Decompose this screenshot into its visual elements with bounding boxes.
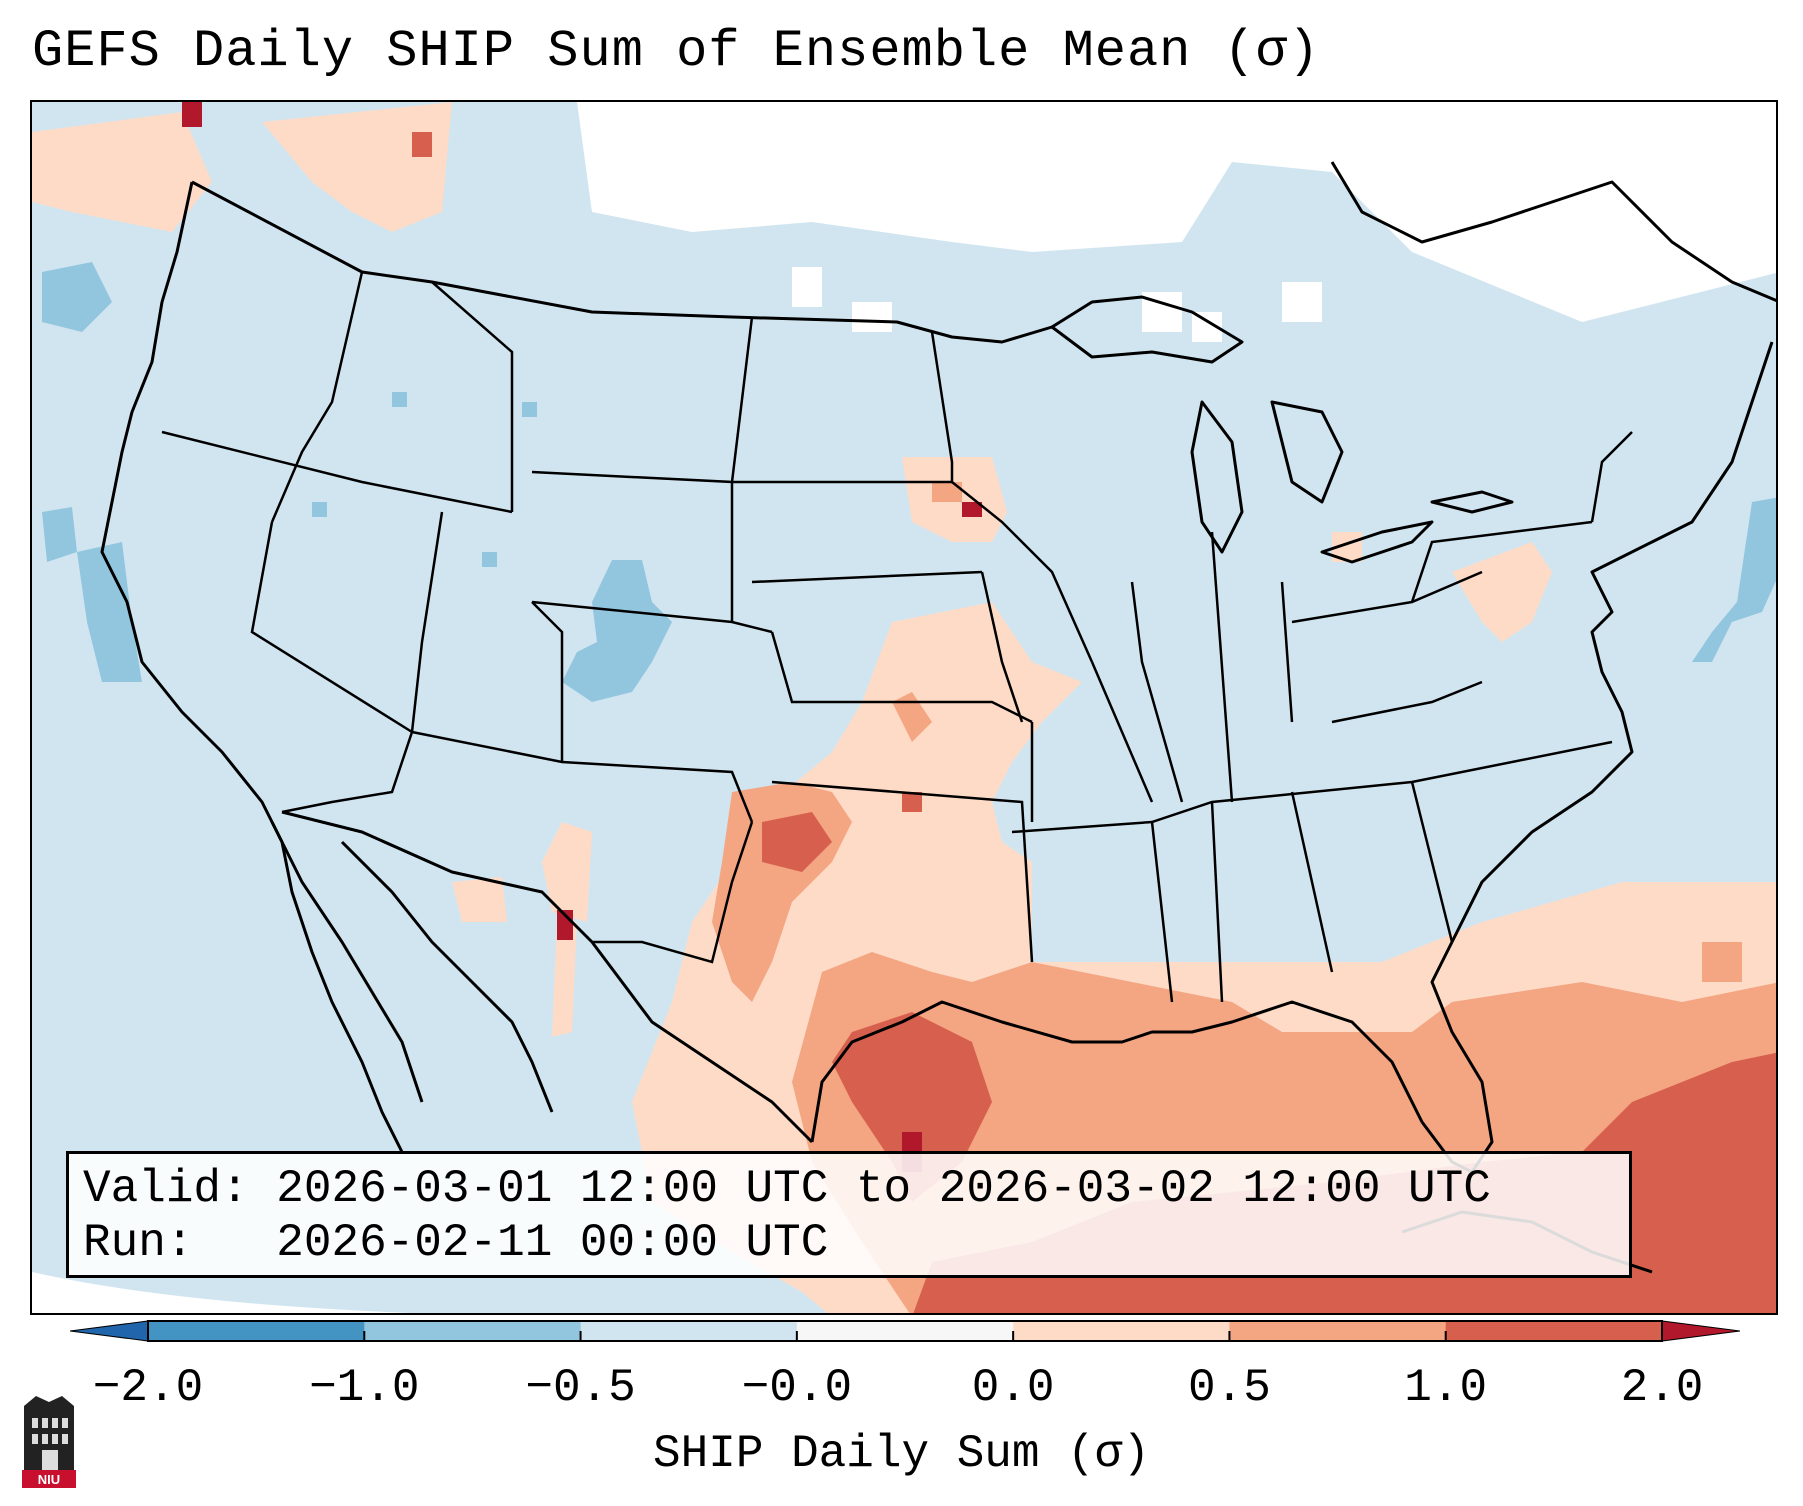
map-canvas — [32, 102, 1776, 1313]
niu-building-icon: NIU — [22, 1396, 76, 1488]
pacific-coastline — [100, 181, 404, 1153]
lake-ontario — [1430, 490, 1514, 514]
colorbar-label: SHIP Daily Sum (σ) — [653, 1428, 1150, 1480]
colorbar-bin — [580, 1321, 798, 1341]
colorbar-tick-label: 0.5 — [1188, 1362, 1271, 1414]
no-data-north-region — [577, 102, 1776, 322]
colorbar-extend-low — [70, 1320, 149, 1342]
colorbar-bins — [148, 1321, 1663, 1341]
colorbar-tick-label: −1.0 — [309, 1362, 420, 1414]
colorbar-bin — [796, 1321, 1014, 1341]
colorbar-tick-label: −2.0 — [92, 1362, 204, 1414]
valid-time: 2026-03-01 12:00 UTC to 2026-03-02 12:00… — [276, 1163, 1491, 1215]
gulf-coastline — [810, 1000, 1424, 1143]
colorbar-tick-label: 1.0 — [1404, 1362, 1488, 1414]
colorbar-bin — [1229, 1321, 1447, 1341]
lake-michigan — [1190, 400, 1244, 554]
atlantic-coastline — [1450, 341, 1774, 943]
run-label: Run: — [83, 1217, 194, 1269]
lake-erie — [1320, 520, 1434, 564]
colorbar-extend-high — [1661, 1320, 1740, 1342]
negative-anomaly-patches — [42, 262, 1776, 702]
colorbar — [70, 1320, 1740, 1342]
run-time: 2026-02-11 00:00 UTC — [276, 1217, 829, 1269]
colorbar-tick-label: 2.0 — [1620, 1362, 1704, 1414]
colorbar-bin — [148, 1321, 365, 1341]
north-patches — [792, 267, 1322, 342]
valid-label: Valid: — [83, 1163, 249, 1215]
projection-edge-region — [32, 1272, 412, 1313]
state-borders — [161, 271, 1633, 1003]
niu-logo-text: NIU — [38, 1472, 60, 1487]
niu-logo: NIU — [20, 1392, 78, 1488]
colorbar-bin — [1445, 1321, 1663, 1341]
colorbar-bin — [364, 1321, 582, 1341]
lake-huron — [1270, 400, 1344, 504]
colorbar-tick-label: −0.5 — [525, 1362, 636, 1414]
canada-us-border — [191, 180, 1053, 344]
colorbar-ticks — [147, 1331, 1663, 1342]
map-panel[interactable] — [30, 100, 1778, 1315]
colorbar-bin — [1013, 1321, 1230, 1341]
baja-coastline — [270, 821, 424, 1103]
colorbar-tick-label: 0.0 — [971, 1362, 1055, 1414]
map-title: GEFS Daily SHIP Sum of Ensemble Mean (σ) — [32, 22, 1321, 81]
valid-run-infobox: Valid: 2026-03-01 12:00 UTC to 2026-03-0… — [66, 1151, 1632, 1278]
lake-superior — [1050, 295, 1244, 364]
colorbar-tick-label: −0.0 — [741, 1362, 853, 1414]
